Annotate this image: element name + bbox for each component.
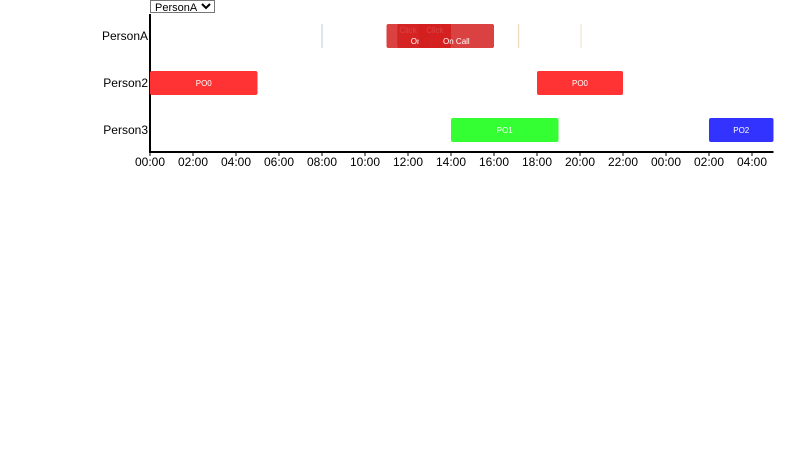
x-tick-label: 08:00 [307, 155, 337, 169]
person-select[interactable]: PersonA [150, 0, 215, 13]
event-rect [537, 71, 623, 95]
x-tick-label: 10:00 [350, 155, 380, 169]
x-tick-label: 02:00 [178, 155, 208, 169]
x-tick-label: 14:00 [436, 155, 466, 169]
event-label: PO2 [733, 126, 750, 135]
event-label: On Call [443, 37, 470, 46]
event-bar[interactable]: PO0 [537, 71, 623, 95]
x-tick-label: 22:00 [608, 155, 638, 169]
x-tick-label: 04:00 [737, 155, 767, 169]
row-label: Person2 [103, 76, 148, 90]
x-tick-label: 12:00 [393, 155, 423, 169]
event-bar[interactable]: On Call [418, 24, 494, 48]
row-label: PersonA [102, 29, 148, 43]
x-tick-label: 00:00 [651, 155, 681, 169]
x-tick-label: 04:00 [221, 155, 251, 169]
event-bar[interactable]: PO0 [150, 71, 258, 95]
event-label: PO0 [572, 79, 589, 88]
event-rect [709, 118, 774, 142]
x-tick-label: 06:00 [264, 155, 294, 169]
event-bar[interactable]: PO2 [709, 118, 774, 142]
x-tick-label: 18:00 [522, 155, 552, 169]
x-tick-label: 16:00 [479, 155, 509, 169]
event-bar[interactable]: PO1 [451, 118, 559, 142]
row-label: Person3 [103, 123, 148, 137]
event-rect [418, 24, 494, 48]
event-label: PO1 [497, 126, 514, 135]
x-tick-label: 02:00 [694, 155, 724, 169]
x-tick-label: 00:00 [135, 155, 165, 169]
event-rect [150, 71, 258, 95]
event-rect [451, 118, 559, 142]
x-tick-label: 20:00 [565, 155, 595, 169]
event-label: PO0 [196, 79, 213, 88]
